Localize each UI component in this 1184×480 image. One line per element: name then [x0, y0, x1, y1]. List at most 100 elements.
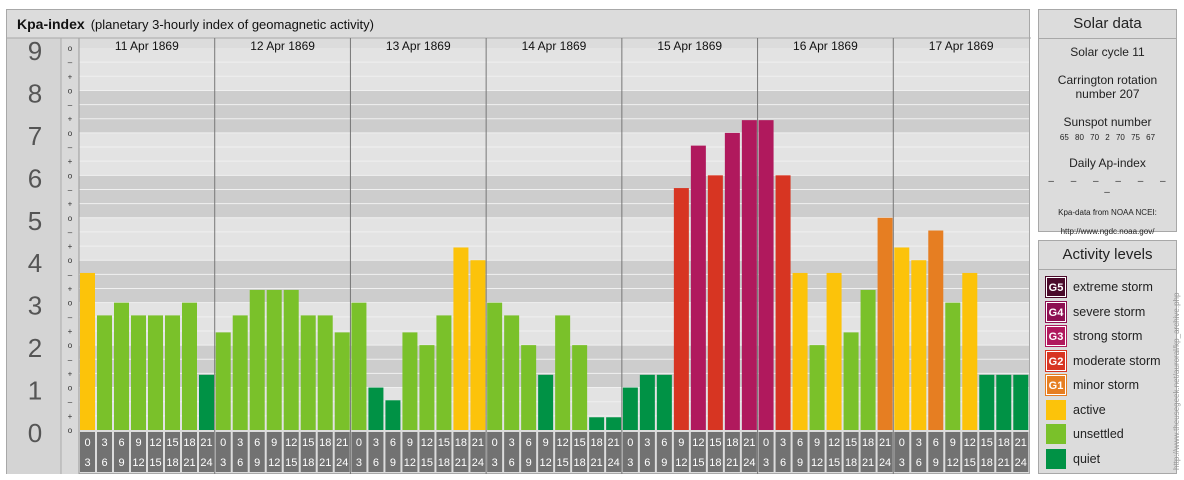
interval-start-label: 21: [743, 437, 755, 449]
interval-box: [97, 432, 112, 472]
interval-end-label: 6: [916, 457, 922, 469]
interval-end-label: 24: [608, 457, 620, 469]
kp-bar: [877, 217, 893, 430]
interval-start-label: 21: [336, 437, 348, 449]
minor-mark: +: [68, 72, 73, 81]
legend-item: unsettled: [1046, 424, 1124, 444]
minor-mark: +: [68, 200, 73, 209]
interval-end-label: 12: [811, 457, 823, 469]
interval-box: [639, 432, 655, 472]
kp-bar: [487, 302, 503, 430]
interval-box: [504, 432, 520, 472]
kp-bar: [792, 272, 808, 430]
interval-start-label: 6: [254, 437, 260, 449]
interval-start-label: 12: [421, 437, 433, 449]
interval-end-label: 6: [373, 457, 379, 469]
interval-start-label: 15: [709, 437, 721, 449]
kp-bar: [436, 315, 452, 430]
interval-box: [436, 432, 452, 472]
interval-box: [453, 432, 469, 472]
level-band: [79, 132, 1029, 176]
interval-start-label: 18: [726, 437, 738, 449]
legend-label: strong storm: [1073, 329, 1143, 343]
kp-bar: [131, 315, 146, 430]
interval-end-label: 12: [540, 457, 552, 469]
kp-bar: [232, 315, 248, 430]
interval-start-label: 6: [933, 437, 939, 449]
minor-mark: +: [68, 157, 73, 166]
interval-box: [741, 432, 757, 472]
interval-start-label: 9: [543, 437, 549, 449]
minor-mark: +: [68, 412, 73, 421]
interval-box: [131, 432, 146, 472]
interval-end-label: 24: [879, 457, 891, 469]
chart-title: Kpa-index (planetary 3-hourly index of ge…: [17, 16, 374, 32]
interval-box: [555, 432, 571, 472]
interval-box: [114, 432, 129, 472]
interval-start-label: 3: [509, 437, 515, 449]
legend-label: minor storm: [1073, 378, 1139, 392]
kp-bar: [911, 260, 927, 430]
y-tick-label: 0: [28, 418, 42, 448]
interval-start-label: 9: [407, 437, 413, 449]
interval-start-label: 12: [557, 437, 569, 449]
interval-start-label: 9: [135, 437, 141, 449]
interval-box: [945, 432, 961, 472]
interval-end-label: 6: [644, 457, 650, 469]
interval-box: [419, 432, 435, 472]
interval-end-label: 24: [472, 457, 484, 469]
legend-label: extreme storm: [1073, 280, 1153, 294]
minor-mark: –: [68, 270, 73, 279]
interval-start-label: 3: [916, 437, 922, 449]
interval-end-label: 15: [964, 457, 976, 469]
interval-end-label: 12: [268, 457, 280, 469]
kp-bar: [606, 417, 622, 430]
interval-start-label: 18: [862, 437, 874, 449]
day-date-label: 15 Apr 1869: [657, 39, 722, 53]
minor-mark: o: [68, 384, 73, 393]
interval-end-label: 9: [390, 457, 396, 469]
kp-bar: [80, 272, 95, 430]
interval-end-label: 12: [675, 457, 687, 469]
minor-mark: o: [68, 299, 73, 308]
interval-box: [470, 432, 486, 472]
interval-box: [707, 432, 723, 472]
interval-box: [843, 432, 859, 472]
y-tick-label: 6: [28, 163, 42, 193]
interval-start-label: 12: [149, 437, 161, 449]
interval-end-label: 15: [285, 457, 297, 469]
level-band: [79, 48, 1029, 91]
kp-bar: [300, 315, 316, 430]
kp-bar: [504, 315, 520, 430]
kp-bar: [385, 400, 401, 430]
kp-bar: [843, 332, 859, 430]
legend-swatch: [1046, 448, 1066, 469]
interval-box: [148, 432, 163, 472]
interval-start-label: 0: [492, 437, 498, 449]
kp-bar: [775, 175, 791, 430]
interval-end-label: 6: [780, 457, 786, 469]
kp-bar: [283, 289, 299, 430]
legend-label: moderate storm: [1073, 353, 1161, 368]
interval-start-label: 18: [319, 437, 331, 449]
interval-end-label: 21: [319, 457, 331, 469]
interval-box: [758, 432, 774, 472]
interval-end-label: 15: [421, 457, 433, 469]
interval-box: [80, 432, 95, 472]
kp-bar: [690, 145, 706, 430]
kp-bar: [351, 302, 367, 430]
interval-start-label: 0: [763, 437, 769, 449]
interval-end-label: 9: [526, 457, 532, 469]
interval-end-label: 9: [118, 457, 124, 469]
interval-box: [165, 432, 180, 472]
legend-label: unsettled: [1073, 427, 1124, 441]
interval-end-label: 9: [661, 457, 667, 469]
minor-mark: +: [68, 115, 73, 124]
kp-bar: [368, 387, 384, 430]
interval-start-label: 9: [814, 437, 820, 449]
kp-bar: [555, 315, 571, 430]
kp-bar: [639, 374, 655, 430]
interval-start-label: 0: [84, 437, 90, 449]
interval-box: [809, 432, 825, 472]
interval-box: [589, 432, 605, 472]
